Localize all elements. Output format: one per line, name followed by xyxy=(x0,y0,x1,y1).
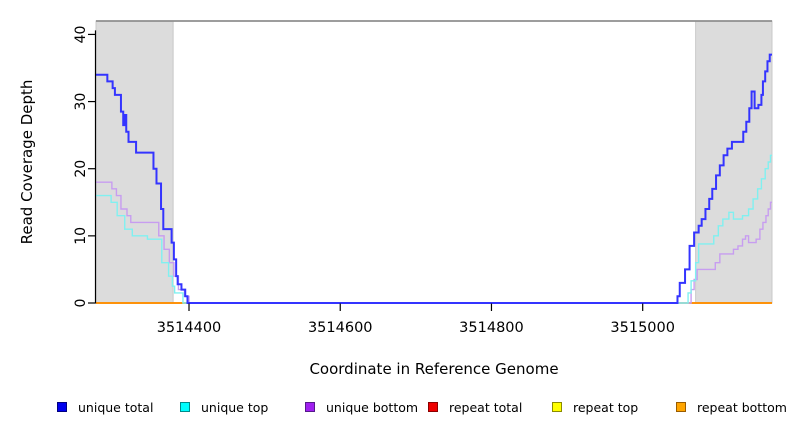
unique-top-swatch-icon xyxy=(180,402,190,412)
y-tick-label: 0 xyxy=(73,299,89,308)
y-tick-label: 20 xyxy=(73,160,89,178)
y-tick-label: 40 xyxy=(73,26,89,44)
series-unique-top xyxy=(96,154,772,304)
series-unique-total xyxy=(96,53,772,304)
x-axis-title: Coordinate in Reference Genome xyxy=(309,360,559,378)
y-tick-label: 10 xyxy=(73,227,89,245)
legend-item-unique-bottom: unique bottom xyxy=(305,398,418,416)
x-tick-label: 3514600 xyxy=(308,320,373,336)
x-tick-label: 3515000 xyxy=(610,320,675,336)
unique-total-swatch-icon xyxy=(57,402,67,412)
y-axis-title: Read Coverage Depth xyxy=(18,79,36,245)
legend: unique total unique top unique bottom re… xyxy=(0,398,792,420)
legend-label: unique top xyxy=(201,399,269,415)
legend-item-repeat-total: repeat total xyxy=(428,398,522,416)
legend-item-repeat-top: repeat top xyxy=(552,398,638,416)
legend-label: repeat total xyxy=(449,399,523,415)
legend-item-unique-total: unique total xyxy=(57,398,153,416)
unique-bottom-swatch-icon xyxy=(305,402,315,412)
series-unique-bottom xyxy=(96,181,772,304)
legend-label: repeat bottom xyxy=(697,399,787,415)
right-repeat-region xyxy=(695,20,773,304)
legend-label: unique total xyxy=(78,399,154,415)
legend-item-unique-top: unique top xyxy=(180,398,268,416)
y-tick-label: 30 xyxy=(73,93,89,111)
x-tick-label: 3514800 xyxy=(459,320,524,336)
repeat-top-swatch-icon xyxy=(552,402,562,412)
legend-item-repeat-bottom: repeat bottom xyxy=(676,398,787,416)
legend-label: unique bottom xyxy=(326,399,419,415)
repeat-total-swatch-icon xyxy=(428,402,438,412)
x-tick-label: 3514400 xyxy=(157,320,222,336)
repeat-bottom-swatch-icon xyxy=(676,402,686,412)
left-repeat-region xyxy=(95,20,174,304)
legend-label: repeat top xyxy=(573,399,639,415)
